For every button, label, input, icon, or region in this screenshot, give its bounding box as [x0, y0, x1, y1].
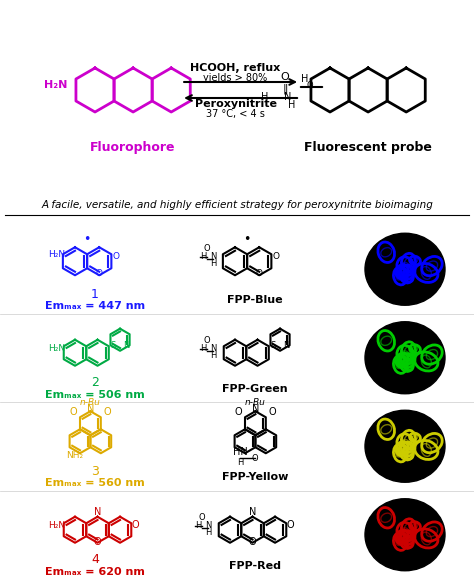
Text: O: O [307, 81, 313, 90]
Ellipse shape [365, 499, 445, 571]
Text: H₂N: H₂N [48, 344, 65, 353]
Text: ‖: ‖ [282, 84, 288, 95]
Text: FPP-Yellow: FPP-Yellow [222, 472, 288, 482]
Text: n-Bu: n-Bu [80, 398, 101, 407]
Text: O: O [96, 269, 103, 278]
Text: Emₘₐₓ = 447 nm: Emₘₐₓ = 447 nm [45, 301, 145, 311]
Text: H: H [237, 458, 243, 467]
Text: S: S [271, 340, 276, 350]
Text: N: N [283, 340, 290, 350]
Text: 1: 1 [91, 287, 99, 301]
Text: O: O [204, 244, 210, 253]
Text: Fluorophore: Fluorophore [91, 141, 176, 155]
Ellipse shape [365, 322, 445, 394]
Bar [0, 0, 474, 220]
Text: H: H [301, 74, 309, 84]
Text: H: H [205, 528, 211, 537]
Text: O: O [286, 520, 294, 530]
Text: N: N [210, 252, 216, 261]
Text: O: O [113, 252, 120, 261]
Text: NH₂: NH₂ [66, 451, 83, 460]
Text: H: H [210, 351, 216, 360]
Text: N: N [249, 507, 256, 517]
Text: FPP-Blue: FPP-Blue [227, 296, 283, 305]
Text: Peroxynitrite: Peroxynitrite [195, 99, 277, 109]
Text: O: O [199, 513, 205, 522]
Text: O: O [256, 269, 263, 278]
Text: H—: H— [261, 92, 278, 102]
Text: O: O [70, 407, 77, 417]
Text: 37 °C, < 4 s: 37 °C, < 4 s [206, 109, 265, 119]
Text: Emₘₐₓ = 620 nm: Emₘₐₓ = 620 nm [45, 567, 145, 577]
Text: HN: HN [233, 447, 247, 457]
Text: O: O [104, 407, 111, 417]
Text: Emₘₐₓ = 506 nm: Emₘₐₓ = 506 nm [45, 390, 145, 400]
Text: HCOOH, reflux: HCOOH, reflux [191, 63, 281, 73]
Text: H: H [200, 252, 206, 261]
Text: N: N [210, 344, 216, 353]
Text: H₂N: H₂N [48, 251, 65, 259]
Text: 3: 3 [91, 464, 99, 478]
Text: yields > 80%: yields > 80% [203, 73, 268, 83]
Text: O: O [235, 407, 242, 417]
Text: 4: 4 [91, 553, 99, 566]
Ellipse shape [365, 410, 445, 482]
Text: S: S [110, 340, 116, 350]
Text: O: O [94, 537, 101, 547]
Text: FPP-Red: FPP-Red [229, 561, 281, 571]
Text: O: O [204, 336, 210, 345]
Text: A facile, versatile, and highly efficient strategy for peroxynitrite bioimaging: A facile, versatile, and highly efficien… [41, 200, 433, 210]
Text: n-Bu: n-Bu [245, 398, 266, 407]
Text: O: O [252, 454, 258, 463]
Text: O: O [273, 252, 280, 261]
Text: H: H [195, 521, 201, 530]
Text: 2: 2 [91, 376, 99, 389]
Ellipse shape [365, 233, 445, 305]
Text: N: N [284, 92, 292, 102]
Text: N: N [205, 521, 211, 530]
Text: Emₘₐₓ = 560 nm: Emₘₐₓ = 560 nm [45, 478, 145, 488]
Text: N: N [124, 340, 130, 350]
Text: N: N [87, 405, 94, 415]
Text: N: N [252, 405, 259, 415]
Text: O: O [131, 520, 139, 530]
Text: H₂N: H₂N [48, 521, 65, 530]
Text: H₂N: H₂N [44, 80, 67, 90]
Text: Fluorescent probe: Fluorescent probe [304, 141, 432, 155]
Text: H: H [200, 344, 206, 353]
Text: O: O [249, 537, 256, 547]
Text: •: • [83, 233, 91, 246]
Text: O: O [269, 407, 276, 417]
Text: H: H [288, 100, 296, 110]
Text: FPP-Green: FPP-Green [222, 384, 288, 394]
Text: O: O [281, 72, 289, 82]
Text: •: • [244, 233, 251, 246]
Text: H: H [210, 259, 216, 268]
Text: N: N [94, 507, 101, 517]
